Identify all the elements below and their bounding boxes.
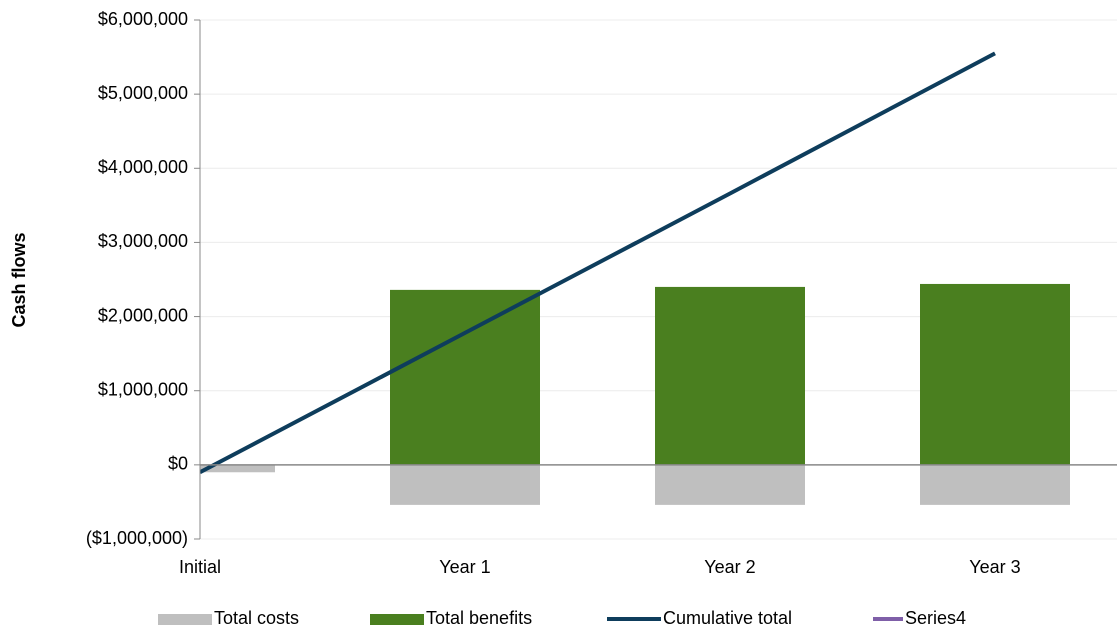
bar [390,289,540,465]
legend-label: Total costs [214,608,299,628]
y-tick-label: $0 [168,454,188,474]
line [200,51,996,475]
bar [920,283,1070,465]
y-tick-label: $6,000,000 [98,9,188,29]
bar [655,286,805,465]
bar [390,464,540,505]
bar [200,464,275,473]
y-tick-label: $1,000,000 [98,379,188,399]
legend-label: Total benefits [426,608,532,628]
bar [920,464,1070,505]
y-tick-label: $4,000,000 [98,157,188,177]
y-axis-title: Cash flows [9,232,29,327]
legend-swatch [370,614,424,625]
plot-area [200,51,1070,505]
y-tick-label: $2,000,000 [98,305,188,325]
legend-swatch [158,614,212,625]
y-tick-label: ($1,000,000) [86,528,188,548]
legend-label: Series4 [905,608,966,628]
y-tick-label: $5,000,000 [98,83,188,103]
x-tick-label: Year 2 [704,557,755,577]
bar [655,464,805,505]
x-tick-label: Initial [179,557,221,577]
x-tick-label: Year 1 [439,557,490,577]
x-tick-label: Year 3 [969,557,1020,577]
legend-label: Cumulative total [663,608,792,628]
y-tick-label: $3,000,000 [98,231,188,251]
